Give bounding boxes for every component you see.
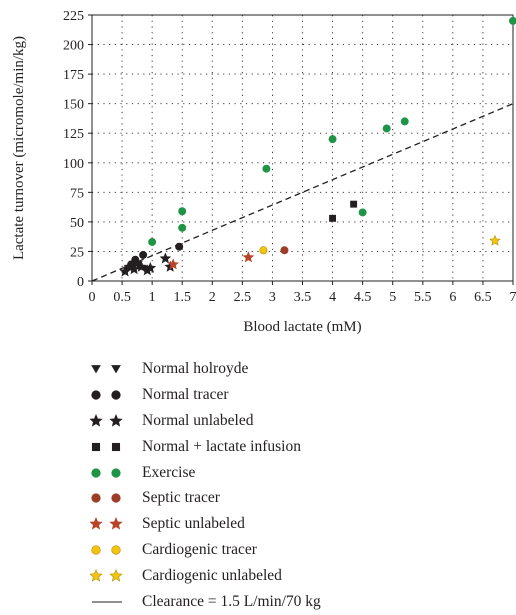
exercise-point bbox=[359, 209, 366, 216]
y-tick-label: 225 bbox=[63, 9, 84, 24]
y-axis-label: Lactate turnover (micromole/min/kg) bbox=[11, 36, 27, 260]
normal-tracer-point bbox=[139, 251, 146, 258]
legend-marker bbox=[111, 365, 121, 373]
legend-item-cardiogenic-unlabeled: Cardiogenic unlabeled bbox=[90, 563, 510, 589]
legend-marker bbox=[92, 468, 101, 477]
legend-label: Normal tracer bbox=[142, 386, 229, 404]
x-tick-label: 6 bbox=[449, 290, 456, 305]
legend-marker bbox=[91, 365, 101, 373]
septic-unlabeled-point bbox=[243, 252, 253, 262]
legend-label: Exercise bbox=[142, 464, 195, 482]
legend-item-normal-unlabeled: Normal unlabeled bbox=[90, 408, 510, 434]
legend-label: Cardiogenic unlabeled bbox=[142, 567, 282, 585]
x-tick-label: 2.5 bbox=[234, 290, 252, 305]
x-tick-label: 5.5 bbox=[414, 290, 432, 305]
legend-item-normal-tracer: Normal tracer bbox=[90, 382, 510, 408]
exercise-point bbox=[401, 118, 408, 125]
legend-symbol bbox=[90, 463, 142, 483]
cardiogenic-tracer-point bbox=[260, 247, 267, 254]
x-tick-label: 3 bbox=[269, 290, 276, 305]
legend-marker bbox=[112, 494, 121, 503]
legend-symbol bbox=[90, 385, 142, 405]
legend-item-normal-lactate-infusion: Normal + lactate infusion bbox=[90, 434, 510, 460]
legend-marker bbox=[92, 546, 101, 555]
y-tick-label: 75 bbox=[70, 186, 84, 201]
exercise-point bbox=[263, 165, 270, 172]
legend-label: Normal unlabeled bbox=[142, 412, 253, 430]
legend-marker bbox=[112, 391, 121, 400]
y-tick-label: 150 bbox=[63, 98, 84, 113]
chart: 0 0.5 1 1.5 2 2.5 3 3.5 4 4.5 5 5.5 6 6.5 7 0 25 50 75 100 1… bbox=[0, 0, 516, 350]
exercise-point bbox=[383, 125, 390, 132]
septic-tracer-point bbox=[281, 247, 288, 254]
legend-item-septic-tracer: Septic tracer bbox=[90, 485, 510, 511]
legend-symbol bbox=[90, 359, 142, 379]
legend-label: Septic tracer bbox=[142, 489, 220, 507]
x-tick-label: 4.5 bbox=[354, 290, 372, 305]
y-tick-label: 200 bbox=[63, 39, 84, 54]
legend-item-septic-unlabeled: Septic unlabeled bbox=[90, 511, 510, 537]
legend-marker bbox=[92, 443, 100, 451]
x-tick-label: 5 bbox=[389, 290, 396, 305]
legend-symbol bbox=[90, 592, 142, 612]
legend-label: Normal holroyde bbox=[142, 360, 248, 378]
legend-marker bbox=[112, 443, 120, 451]
x-tick-label: 2 bbox=[209, 290, 216, 305]
legend-marker bbox=[92, 391, 101, 400]
normal-unlabeled-point bbox=[160, 253, 170, 263]
exercise-point bbox=[148, 238, 155, 245]
legend-item-exercise: Exercise bbox=[90, 460, 510, 486]
legend-marker bbox=[110, 518, 122, 529]
exercise-point bbox=[509, 17, 516, 24]
legend-marker bbox=[90, 570, 102, 581]
legend-symbol bbox=[90, 566, 142, 586]
normal-tracer-point bbox=[176, 243, 183, 250]
legend-label: Septic unlabeled bbox=[142, 515, 245, 533]
x-axis-label: Blood lactate (mM) bbox=[243, 319, 361, 335]
legend-marker bbox=[110, 570, 122, 581]
legend-symbol bbox=[90, 514, 142, 534]
y-tick-label: 175 bbox=[63, 68, 84, 83]
legend-item-cardiogenic-tracer: Cardiogenic tracer bbox=[90, 537, 510, 563]
y-tick-label: 100 bbox=[63, 157, 84, 172]
x-tick-label: 0 bbox=[89, 290, 96, 305]
y-tick-label: 25 bbox=[70, 245, 84, 260]
legend-symbol bbox=[90, 540, 142, 560]
legend-symbol bbox=[90, 411, 142, 431]
y-tick-label: 50 bbox=[70, 216, 84, 231]
legend: Normal holroyde Normal tracer Normal unlab… bbox=[90, 356, 510, 615]
exercise-point bbox=[179, 224, 186, 231]
x-tick-label: 4 bbox=[329, 290, 336, 305]
x-tick-label: 7 bbox=[510, 290, 516, 305]
data-points bbox=[120, 17, 516, 276]
x-tick-label: 1 bbox=[149, 290, 156, 305]
normal-lactate-infusion-point bbox=[350, 201, 357, 208]
legend-item-normal-holroyde: Normal holroyde bbox=[90, 356, 510, 382]
cardiogenic-unlabeled-point bbox=[490, 236, 500, 246]
legend-label: Normal + lactate infusion bbox=[142, 438, 301, 456]
y-tick-label: 0 bbox=[77, 275, 84, 290]
legend-marker bbox=[112, 468, 121, 477]
legend-item-clearance-1-5-l-min-70-kg: Clearance = 1.5 L/min/70 kg bbox=[90, 589, 510, 615]
legend-label: Cardiogenic tracer bbox=[142, 541, 257, 559]
legend-marker bbox=[112, 546, 121, 555]
legend-marker bbox=[92, 494, 101, 503]
exercise-point bbox=[329, 135, 336, 142]
exercise-point bbox=[179, 208, 186, 215]
legend-marker bbox=[110, 415, 122, 426]
x-tick-label: 0.5 bbox=[113, 290, 131, 305]
legend-marker bbox=[90, 518, 102, 529]
legend-symbol bbox=[90, 488, 142, 508]
x-tick-label: 1.5 bbox=[173, 290, 191, 305]
legend-label: Clearance = 1.5 L/min/70 kg bbox=[142, 593, 321, 611]
normal-lactate-infusion-point bbox=[329, 215, 336, 222]
y-tick-label: 125 bbox=[63, 127, 84, 142]
legend-symbol bbox=[90, 437, 142, 457]
legend-marker bbox=[90, 415, 102, 426]
x-tick-label: 3.5 bbox=[294, 290, 312, 305]
x-tick-label: 6.5 bbox=[474, 290, 492, 305]
